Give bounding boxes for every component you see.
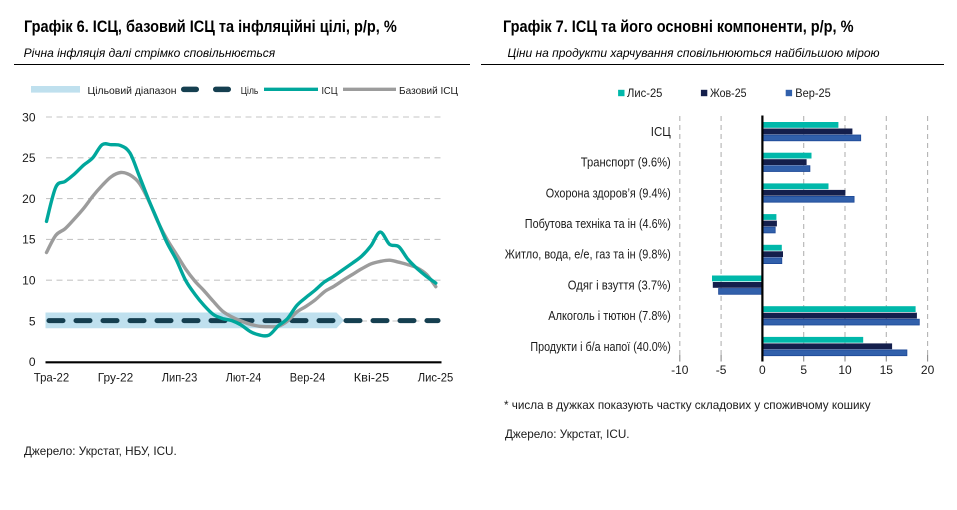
svg-text:Житло, вода, е/е, газ та ін (9: Житло, вода, е/е, газ та ін (9.8%) [505,247,671,262]
svg-text:Транспорт (9.6%): Транспорт (9.6%) [581,155,671,170]
svg-text:Побутова техніка та ін (4.6%): Побутова техніка та ін (4.6%) [525,216,671,231]
svg-text:Лис-25: Лис-25 [418,371,454,385]
svg-text:20: 20 [921,363,935,377]
svg-text:20: 20 [22,192,36,206]
svg-text:Продукти і б/а напої (40.0%): Продукти і б/а напої (40.0%) [530,339,670,354]
svg-text:15: 15 [880,363,894,377]
svg-text:Алкоголь і тютюн (7.8%): Алкоголь і тютюн (7.8%) [548,308,671,323]
svg-text:Гру-22: Гру-22 [98,371,134,385]
svg-text:Кві-25: Кві-25 [354,371,390,385]
svg-text:Вер-25: Вер-25 [795,86,831,100]
svg-text:ІСЦ: ІСЦ [322,85,338,97]
svg-text:Лис-25: Лис-25 [627,86,663,100]
svg-text:Тра-22: Тра-22 [34,371,70,385]
svg-text:Жов-25: Жов-25 [710,86,747,100]
svg-text:10: 10 [838,363,852,377]
svg-text:Вер-24: Вер-24 [290,371,326,385]
svg-text:Лип-23: Лип-23 [162,371,198,385]
svg-text:Охорона здоров’я (9.4%): Охорона здоров’я (9.4%) [546,185,671,200]
svg-text:25: 25 [22,151,36,165]
svg-text:Цільовий діапазон: Цільовий діапазон [88,85,177,97]
svg-text:5: 5 [29,314,36,328]
svg-text:Ціль: Ціль [241,85,259,97]
svg-text:Базовий ІСЦ: Базовий ІСЦ [399,85,458,97]
svg-text:30: 30 [22,110,36,124]
svg-text:5: 5 [800,363,807,377]
svg-text:Одяг і взуття (3.7%): Одяг і взуття (3.7%) [568,277,671,292]
svg-text:-5: -5 [716,363,727,377]
svg-text:Лют-24: Лют-24 [226,371,262,385]
svg-text:ІСЦ: ІСЦ [651,124,671,139]
svg-text:-10: -10 [671,363,689,377]
svg-text:15: 15 [22,233,36,247]
svg-text:10: 10 [22,274,36,288]
svg-text:0: 0 [29,355,36,369]
svg-text:0: 0 [759,363,766,377]
